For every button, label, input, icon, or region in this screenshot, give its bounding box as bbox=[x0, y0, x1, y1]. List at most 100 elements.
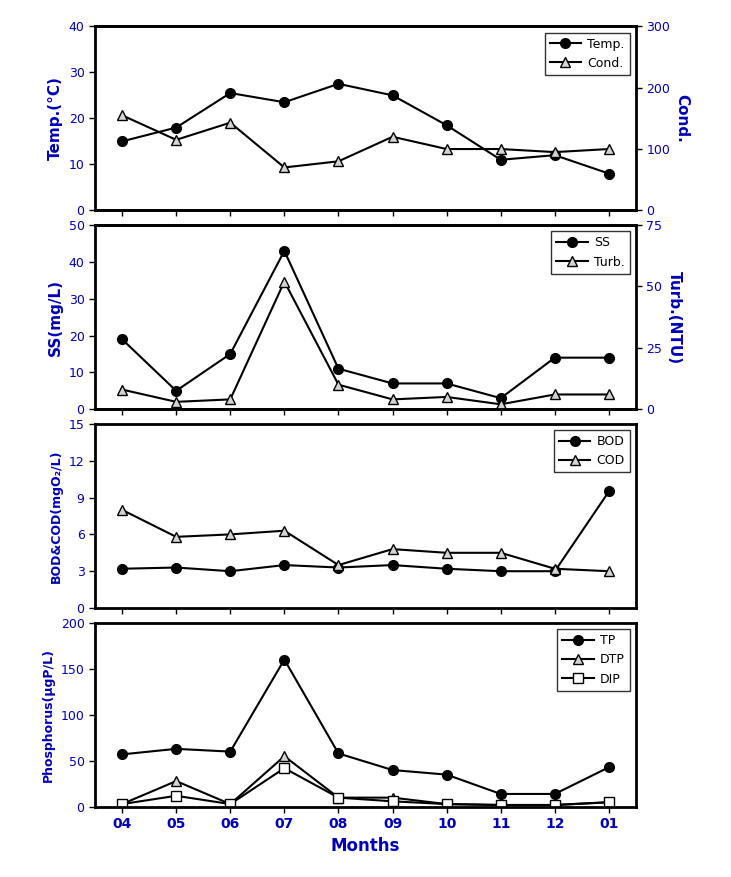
DTP bbox=[605, 797, 613, 808]
Temp. bbox=[118, 136, 126, 146]
TP bbox=[172, 744, 181, 754]
Legend: TP, DTP, DIP: TP, DTP, DIP bbox=[557, 629, 629, 690]
Turb. bbox=[442, 392, 451, 403]
TP bbox=[280, 654, 289, 665]
SS bbox=[496, 393, 505, 403]
DIP bbox=[496, 800, 505, 810]
Temp. bbox=[280, 97, 289, 108]
Turb. bbox=[605, 389, 613, 400]
Cond. bbox=[605, 144, 613, 154]
Line: SS: SS bbox=[117, 246, 614, 403]
Turb. bbox=[118, 384, 126, 395]
DIP bbox=[605, 797, 613, 808]
Temp. bbox=[226, 88, 235, 98]
COD bbox=[550, 564, 559, 574]
DIP bbox=[118, 799, 126, 809]
COD bbox=[226, 529, 235, 539]
Temp. bbox=[605, 168, 613, 179]
BOD bbox=[172, 562, 181, 573]
BOD bbox=[280, 560, 289, 570]
Turb. bbox=[226, 394, 235, 404]
DTP bbox=[388, 793, 397, 803]
COD bbox=[118, 504, 126, 515]
SS bbox=[605, 353, 613, 363]
SS bbox=[280, 246, 289, 256]
COD bbox=[442, 547, 451, 558]
BOD bbox=[550, 566, 559, 576]
DIP bbox=[280, 763, 289, 774]
Legend: Temp., Cond.: Temp., Cond. bbox=[545, 32, 629, 75]
Y-axis label: SS(mg/L): SS(mg/L) bbox=[48, 279, 63, 356]
SS bbox=[226, 349, 235, 360]
Cond. bbox=[280, 162, 289, 173]
Turb. bbox=[334, 380, 343, 390]
COD bbox=[280, 525, 289, 536]
BOD bbox=[226, 566, 235, 576]
DTP bbox=[442, 799, 451, 809]
Cond. bbox=[226, 118, 235, 128]
Temp. bbox=[388, 90, 397, 101]
DTP bbox=[334, 793, 343, 803]
Line: DIP: DIP bbox=[117, 763, 614, 809]
SS bbox=[172, 386, 181, 396]
Temp. bbox=[550, 150, 559, 160]
SS bbox=[118, 334, 126, 345]
COD bbox=[496, 547, 505, 558]
DTP bbox=[118, 799, 126, 809]
Turb. bbox=[172, 396, 181, 407]
Cond. bbox=[388, 132, 397, 142]
Y-axis label: Phosphorus(μgP/L): Phosphorus(μgP/L) bbox=[42, 648, 55, 781]
Turb. bbox=[388, 394, 397, 404]
TP bbox=[496, 788, 505, 799]
X-axis label: Months: Months bbox=[331, 837, 400, 855]
COD bbox=[388, 544, 397, 554]
TP bbox=[388, 765, 397, 775]
SS bbox=[550, 353, 559, 363]
Cond. bbox=[550, 146, 559, 157]
Temp. bbox=[334, 79, 343, 89]
Cond. bbox=[118, 110, 126, 120]
Legend: BOD, COD: BOD, COD bbox=[554, 431, 629, 473]
Line: TP: TP bbox=[117, 655, 614, 799]
DIP bbox=[226, 799, 235, 809]
Turb. bbox=[550, 389, 559, 400]
Line: Turb.: Turb. bbox=[117, 277, 614, 410]
SS bbox=[442, 378, 451, 389]
Line: DTP: DTP bbox=[117, 752, 614, 809]
Y-axis label: Turb.(NTU): Turb.(NTU) bbox=[667, 271, 682, 364]
Y-axis label: Temp.(°C): Temp.(°C) bbox=[48, 76, 63, 160]
DTP bbox=[550, 800, 559, 810]
DTP bbox=[172, 776, 181, 787]
Line: Cond.: Cond. bbox=[117, 111, 614, 172]
TP bbox=[118, 749, 126, 759]
BOD bbox=[388, 560, 397, 570]
DIP bbox=[442, 799, 451, 809]
TP bbox=[550, 788, 559, 799]
Y-axis label: BOD&COD(mgO₂/L): BOD&COD(mgO₂/L) bbox=[50, 449, 63, 582]
Cond. bbox=[172, 134, 181, 145]
SS bbox=[388, 378, 397, 389]
Turb. bbox=[496, 399, 505, 410]
Temp. bbox=[496, 154, 505, 165]
TP bbox=[442, 769, 451, 780]
DIP bbox=[550, 800, 559, 810]
COD bbox=[334, 560, 343, 570]
TP bbox=[334, 748, 343, 759]
DIP bbox=[388, 796, 397, 807]
DTP bbox=[226, 799, 235, 809]
COD bbox=[172, 531, 181, 542]
COD bbox=[605, 566, 613, 576]
DTP bbox=[280, 751, 289, 761]
Y-axis label: Cond.: Cond. bbox=[675, 94, 690, 143]
BOD bbox=[334, 562, 343, 573]
BOD bbox=[442, 564, 451, 574]
Line: COD: COD bbox=[117, 505, 614, 576]
Line: Temp.: Temp. bbox=[117, 79, 614, 178]
DIP bbox=[172, 790, 181, 801]
TP bbox=[605, 762, 613, 773]
Legend: SS, Turb.: SS, Turb. bbox=[551, 232, 629, 274]
Cond. bbox=[334, 156, 343, 167]
Temp. bbox=[442, 120, 451, 131]
BOD bbox=[118, 564, 126, 574]
BOD bbox=[605, 486, 613, 496]
